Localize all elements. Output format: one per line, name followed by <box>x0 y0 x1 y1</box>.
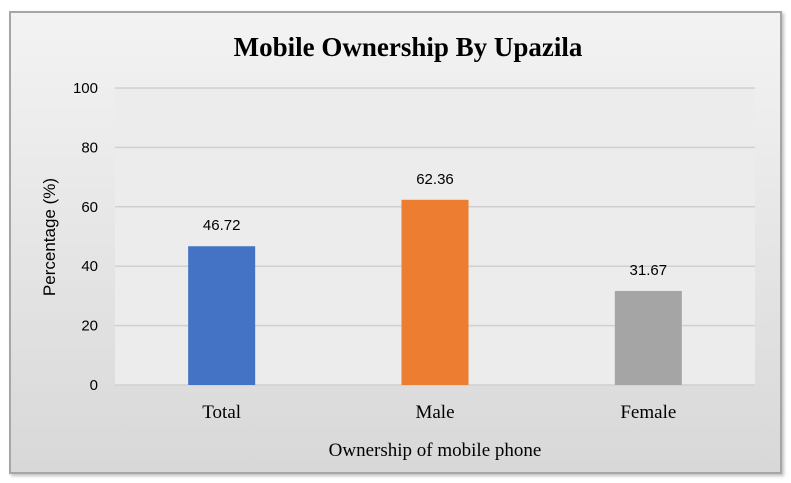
y-axis-label: Percentage (%) <box>40 178 59 296</box>
bar-total <box>188 246 256 385</box>
y-tick-label: 0 <box>90 377 98 394</box>
data-label: 62.36 <box>416 171 454 188</box>
y-tick-label: 40 <box>81 258 98 275</box>
x-tick-label: Total <box>202 402 241 423</box>
data-label: 31.67 <box>630 262 668 279</box>
y-tick-label: 100 <box>73 80 98 97</box>
bar-male <box>401 199 469 385</box>
y-tick-label: 80 <box>81 139 98 156</box>
y-tick-label: 60 <box>81 199 98 216</box>
chart-title: Mobile Ownership By Upazila <box>234 32 583 62</box>
data-label: 46.72 <box>203 217 241 234</box>
x-tick-label: Female <box>620 402 676 423</box>
x-tick-label: Male <box>415 402 454 423</box>
y-tick-label: 20 <box>81 318 98 335</box>
bar-female <box>614 290 682 385</box>
x-axis-label: Ownership of mobile phone <box>329 440 542 461</box>
